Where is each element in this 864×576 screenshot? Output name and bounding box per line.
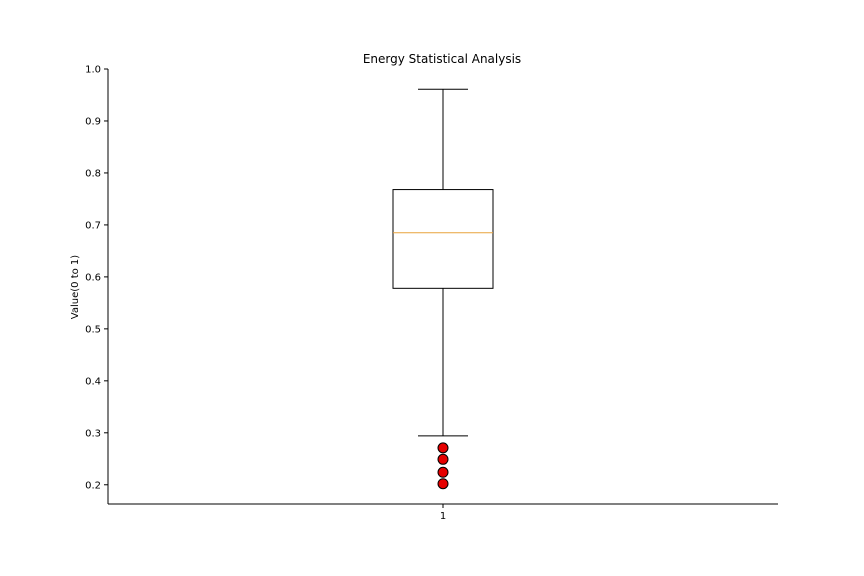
outlier-point: [437, 478, 449, 490]
box-group: [392, 88, 494, 490]
y-tick-label: 0.9: [85, 116, 101, 127]
y-tick-label: 0.6: [85, 272, 101, 283]
chart-title: Energy Statistical Analysis: [363, 52, 521, 66]
x-axis-ticks: 1: [440, 504, 446, 522]
y-tick-label: 0.3: [85, 428, 101, 439]
y-tick-label: 0.8: [85, 168, 101, 179]
y-tick-label: 0.5: [85, 324, 101, 335]
y-axis-ticks: 0.2 0.3 0.4 0.5 0.6 0.7 0.8 0.9 1.0: [85, 65, 108, 491]
outlier-point: [437, 453, 449, 465]
y-axis-label: Value(0 to 1): [70, 255, 81, 319]
y-tick-label: 0.4: [85, 376, 101, 387]
x-tick-label: 1: [440, 511, 446, 522]
interquartile-box: [392, 189, 494, 289]
outlier-point: [437, 442, 449, 454]
y-tick-label: 1.0: [85, 65, 101, 76]
outlier-point: [437, 466, 449, 478]
y-tick-label: 0.7: [85, 220, 101, 231]
y-tick-label: 0.2: [85, 480, 101, 491]
